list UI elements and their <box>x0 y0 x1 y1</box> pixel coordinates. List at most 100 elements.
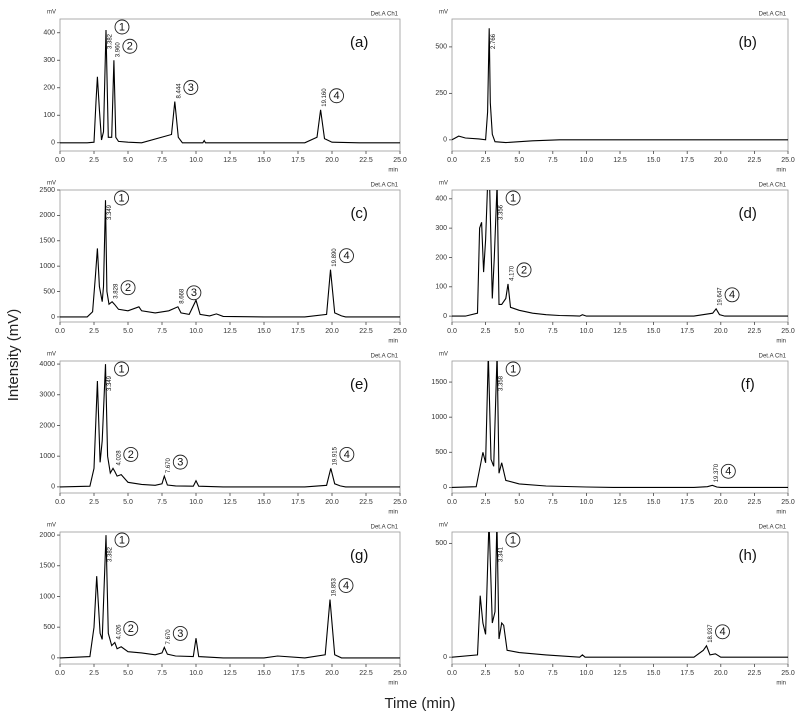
detector: Det.A Ch1 <box>759 12 787 18</box>
panel: mV Det.A Ch1 min (h) 0 500 0.0 2.5 5.0 7.5 10.0 12.… <box>435 523 795 687</box>
x-tick-label: 0.0 <box>55 328 65 335</box>
x-tick-label: 0.0 <box>447 670 457 677</box>
x-tick-label: 5.0 <box>123 670 133 677</box>
retention-time: 19.890 <box>332 248 338 267</box>
y-tick-label: 500 <box>43 624 55 631</box>
y-tick-label: 250 <box>435 90 447 97</box>
peak-circle <box>338 578 354 593</box>
x-tick-label: 17.5 <box>680 328 694 335</box>
retention-time: 8.444 <box>176 83 182 99</box>
x-tick-label: 10.0 <box>580 328 594 335</box>
y-tick-label: 4000 <box>39 361 55 368</box>
y-tick-label: 400 <box>43 30 55 37</box>
y-tick-label: 3000 <box>39 392 55 399</box>
x-unit: min <box>776 168 786 174</box>
y-unit: mV <box>47 181 56 187</box>
x-tick-label: 17.5 <box>680 499 694 506</box>
detector: Det.A Ch1 <box>371 183 399 189</box>
peak-circle <box>114 361 129 377</box>
x-tick-label: 0.0 <box>447 157 457 164</box>
peak-circle <box>183 80 199 95</box>
peak-number: 1 <box>118 363 124 375</box>
retention-time: 3.349 <box>107 204 113 220</box>
x-tick-label: 0.0 <box>55 157 65 164</box>
trace <box>452 361 788 488</box>
y-tick-label: 1500 <box>39 563 55 570</box>
retention-time: 19.853 <box>332 578 338 597</box>
peak-number: 2 <box>521 264 527 276</box>
x-tick-label: 15.0 <box>647 499 661 506</box>
x-tick-label: 10.0 <box>189 328 203 335</box>
x-tick-label: 7.5 <box>157 670 167 677</box>
panel-label: (e) <box>350 376 368 393</box>
peak-number: 4 <box>344 449 350 461</box>
x-tick-label: 25.0 <box>393 670 407 677</box>
x-tick-label: 20.0 <box>325 328 339 335</box>
retention-time: 3.960 <box>115 42 121 58</box>
retention-time: 19.647 <box>718 287 724 306</box>
retention-time: 3.828 <box>114 283 120 299</box>
x-tick-label: 7.5 <box>157 157 167 164</box>
x-unit: min <box>776 510 786 516</box>
x-tick-label: 15.0 <box>257 328 271 335</box>
x-tick-label: 22.5 <box>359 499 373 506</box>
x-tick-label: 10.0 <box>189 499 203 506</box>
x-tick-label: 0.0 <box>55 670 65 677</box>
peak-circle <box>122 38 138 54</box>
peak-number: 3 <box>188 82 194 94</box>
retention-time: 2.766 <box>491 33 497 49</box>
x-tick-label: 0.0 <box>55 499 65 506</box>
x-tick-label: 22.5 <box>748 499 762 506</box>
x-tick-label: 20.0 <box>325 670 339 677</box>
x-tick-label: 10.0 <box>189 157 203 164</box>
x-tick-label: 15.0 <box>257 670 271 677</box>
y-unit: mV <box>47 523 56 529</box>
y-tick-label: 200 <box>435 254 447 261</box>
x-tick-label: 15.0 <box>647 328 661 335</box>
y-tick-label: 200 <box>43 85 55 92</box>
peak-circle <box>339 446 355 462</box>
retention-time: 8.668 <box>179 288 185 304</box>
x-tick-label: 22.5 <box>748 328 762 335</box>
x-unit: min <box>388 681 398 687</box>
peak-number: 1 <box>119 21 125 33</box>
x-tick-label: 10.0 <box>580 499 594 506</box>
retention-time: 3.382 <box>108 546 114 562</box>
x-tick-label: 25.0 <box>393 499 407 506</box>
y-tick-label: 1000 <box>39 453 55 460</box>
detector: Det.A Ch1 <box>759 525 787 531</box>
y-tick-label: 1000 <box>39 263 55 270</box>
y-tick-label: 2500 <box>39 187 55 194</box>
x-tick-label: 20.0 <box>714 499 728 506</box>
x-tick-label: 7.5 <box>548 499 558 506</box>
panel: mV Det.A Ch1 min (c) 0 500 1000 1500 2000 2500 0.0… <box>39 181 406 345</box>
y-unit: mV <box>47 352 56 358</box>
x-tick-label: 2.5 <box>481 157 491 164</box>
retention-time: 3.341 <box>498 546 504 562</box>
x-tick-label: 12.5 <box>613 328 627 335</box>
x-tick-label: 0.0 <box>447 328 457 335</box>
x-tick-label: 25.0 <box>393 328 407 335</box>
x-tick-label: 7.5 <box>548 157 558 164</box>
peak-number: 3 <box>191 287 197 299</box>
retention-time: 19.370 <box>714 463 720 482</box>
retention-time: 4.026 <box>116 624 122 640</box>
x-tick-label: 22.5 <box>748 157 762 164</box>
x-tick-label: 15.0 <box>257 157 271 164</box>
x-tick-label: 25.0 <box>781 157 795 164</box>
x-tick-label: 10.0 <box>189 670 203 677</box>
detector: Det.A Ch1 <box>371 12 399 18</box>
x-tick-label: 2.5 <box>89 157 99 164</box>
x-tick-label: 17.5 <box>291 157 305 164</box>
panel: mV Det.A Ch1 min (b) 0 250 500 0.0 2.5 5.0 7.5 10.0… <box>435 10 795 174</box>
trace <box>60 535 400 659</box>
peak-number: 4 <box>343 580 349 592</box>
x-tick-label: 20.0 <box>325 499 339 506</box>
peak-circle <box>120 280 136 296</box>
peak-number: 1 <box>118 192 124 204</box>
y-tick-label: 0 <box>443 137 447 144</box>
x-axis-title: Time (min) <box>384 695 455 712</box>
detector: Det.A Ch1 <box>371 354 399 360</box>
x-tick-label: 12.5 <box>613 157 627 164</box>
x-tick-label: 7.5 <box>548 328 558 335</box>
